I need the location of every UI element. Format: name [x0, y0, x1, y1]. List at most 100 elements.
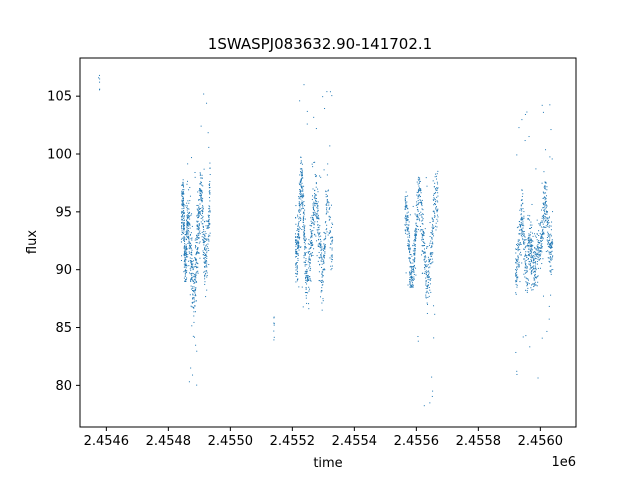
data-point	[181, 217, 183, 219]
data-point	[308, 286, 310, 288]
data-point	[527, 239, 529, 241]
data-point	[324, 244, 326, 246]
data-point	[185, 280, 187, 282]
data-point	[552, 211, 554, 213]
data-point	[426, 291, 428, 293]
data-point	[191, 260, 193, 262]
data-point	[205, 260, 207, 262]
data-point	[207, 221, 209, 223]
data-point	[536, 219, 538, 221]
data-point	[300, 172, 302, 174]
data-point	[313, 219, 315, 221]
data-point	[418, 195, 420, 197]
data-point	[200, 190, 202, 192]
data-point	[413, 268, 415, 270]
data-point	[208, 224, 210, 226]
data-point	[328, 208, 330, 210]
data-point	[418, 189, 420, 191]
data-point	[205, 255, 207, 257]
data-point	[407, 224, 409, 226]
data-point	[323, 243, 325, 245]
data-point	[416, 191, 418, 193]
data-point	[436, 211, 438, 213]
data-point	[308, 308, 310, 310]
data-point	[332, 239, 334, 241]
data-point	[297, 278, 299, 280]
data-point	[515, 293, 517, 295]
data-point	[204, 274, 206, 276]
data-point	[206, 227, 208, 229]
data-point	[315, 201, 317, 203]
data-point	[200, 193, 202, 195]
data-point	[409, 252, 411, 254]
data-point	[529, 246, 531, 248]
data-point	[314, 195, 316, 197]
data-point	[295, 281, 297, 283]
data-point	[194, 273, 196, 275]
data-point	[430, 291, 432, 293]
data-point	[531, 270, 533, 272]
data-point	[537, 252, 539, 254]
data-point	[550, 247, 552, 249]
data-point	[318, 243, 320, 245]
data-point	[312, 221, 314, 223]
data-point	[437, 220, 439, 222]
data-point	[549, 245, 551, 247]
data-point	[515, 272, 517, 274]
data-point	[321, 302, 323, 304]
data-point	[323, 256, 325, 258]
data-point	[435, 203, 437, 205]
data-point	[326, 231, 328, 233]
data-point	[313, 222, 315, 224]
data-point	[301, 168, 303, 170]
data-point	[524, 255, 526, 257]
data-point	[184, 264, 186, 266]
data-point	[531, 260, 533, 262]
data-point	[526, 270, 528, 272]
data-point	[528, 261, 530, 263]
data-point	[198, 211, 200, 213]
data-point	[296, 268, 298, 270]
data-point	[187, 256, 189, 258]
data-point	[197, 220, 199, 222]
data-point	[315, 183, 317, 185]
data-point	[419, 190, 421, 192]
data-point	[190, 265, 192, 267]
data-point	[424, 228, 426, 230]
data-point	[315, 128, 317, 130]
data-point	[300, 198, 302, 200]
data-point	[332, 223, 334, 225]
data-point	[320, 245, 322, 247]
data-point	[194, 276, 196, 278]
data-point	[527, 254, 529, 256]
data-point	[198, 223, 200, 225]
data-point	[187, 213, 189, 215]
data-point	[323, 246, 325, 248]
data-point	[314, 221, 316, 223]
data-point	[206, 261, 208, 263]
data-point	[204, 247, 206, 249]
data-point	[181, 191, 183, 193]
data-point	[428, 277, 430, 279]
data-point	[208, 205, 210, 207]
data-point	[301, 190, 303, 192]
data-point	[520, 218, 522, 220]
data-point	[310, 246, 312, 248]
data-point	[184, 257, 186, 259]
data-point	[302, 203, 304, 205]
data-point	[193, 275, 195, 277]
data-point	[183, 222, 185, 224]
data-point	[306, 302, 308, 304]
data-point	[294, 241, 296, 243]
data-point	[301, 163, 303, 165]
data-point	[521, 216, 523, 218]
data-point	[430, 240, 432, 242]
data-point	[408, 232, 410, 234]
data-point	[326, 199, 328, 201]
data-point	[424, 268, 426, 270]
data-point	[205, 245, 207, 247]
data-point	[407, 240, 409, 242]
data-point	[523, 273, 525, 275]
data-point	[305, 276, 307, 278]
data-point	[206, 227, 208, 229]
